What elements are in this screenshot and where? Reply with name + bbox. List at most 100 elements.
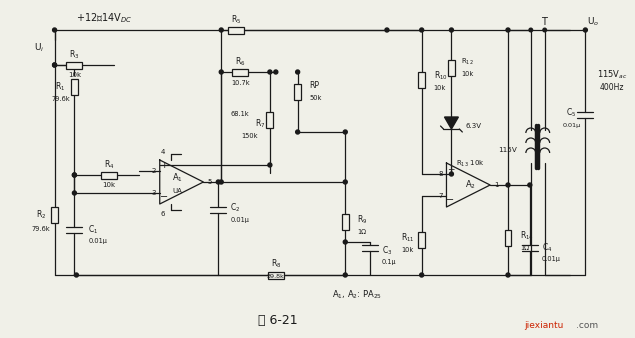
Circle shape [72, 191, 76, 195]
Bar [71, 79, 78, 95]
Circle shape [506, 273, 510, 277]
Bar [505, 230, 511, 246]
Text: A$_2$: A$_2$ [465, 179, 476, 191]
Text: UA: UA [173, 188, 182, 194]
Text: 50k: 50k [309, 95, 322, 101]
Text: .com: .com [577, 320, 598, 330]
Circle shape [268, 70, 272, 74]
Text: A$_1$, A$_2$: PA$_{25}$: A$_1$, A$_2$: PA$_{25}$ [332, 289, 382, 301]
Text: 0.01μ: 0.01μ [230, 217, 249, 223]
Text: 79.6k: 79.6k [51, 96, 70, 102]
Bar [67, 62, 83, 69]
Text: −: − [159, 192, 168, 202]
Text: 6.3V: 6.3V [465, 123, 481, 129]
Circle shape [344, 180, 347, 184]
Text: 0.01μ: 0.01μ [88, 238, 107, 244]
Circle shape [344, 273, 347, 277]
Text: 79.6k: 79.6k [31, 226, 50, 232]
Text: 图 6-21: 图 6-21 [258, 314, 298, 327]
Circle shape [274, 70, 277, 74]
Circle shape [420, 28, 424, 32]
Text: 10k: 10k [68, 72, 81, 78]
Text: +12〜14V$_{DC}$: +12〜14V$_{DC}$ [76, 11, 133, 25]
Circle shape [543, 28, 547, 32]
Text: 4: 4 [161, 149, 165, 155]
Text: R$_3$: R$_3$ [69, 49, 79, 61]
Circle shape [53, 63, 57, 67]
Circle shape [450, 172, 453, 176]
Bar [448, 60, 455, 76]
Circle shape [217, 180, 220, 184]
Bar [418, 232, 425, 248]
Text: 1: 1 [494, 182, 498, 188]
Circle shape [450, 28, 453, 32]
Text: 10k: 10k [402, 247, 414, 253]
Text: R$_9$: R$_9$ [357, 214, 368, 226]
Circle shape [506, 28, 510, 32]
Circle shape [528, 183, 531, 187]
Text: 5: 5 [207, 179, 211, 185]
Text: 0.01μ: 0.01μ [563, 122, 580, 127]
Circle shape [420, 273, 424, 277]
Text: U$_o$: U$_o$ [587, 16, 599, 28]
Text: R$_4$: R$_4$ [104, 159, 114, 171]
Bar [51, 207, 58, 223]
Polygon shape [444, 117, 458, 129]
Circle shape [529, 28, 533, 32]
Bar [267, 112, 273, 128]
Text: +: + [446, 165, 454, 173]
Bar [342, 214, 349, 230]
Circle shape [72, 173, 76, 177]
Text: 115V: 115V [498, 147, 517, 153]
Text: C$_3$: C$_3$ [382, 245, 392, 257]
Text: R$_{11}$: R$_{11}$ [401, 232, 415, 244]
Text: C$_5$: C$_5$ [566, 107, 577, 119]
Bar [101, 171, 117, 178]
Text: C$_2$: C$_2$ [230, 202, 241, 214]
Circle shape [344, 240, 347, 244]
Bar [232, 69, 248, 75]
Text: 0.1μ: 0.1μ [382, 259, 397, 265]
Text: RP: RP [309, 81, 319, 91]
Text: R$_2$: R$_2$ [36, 209, 46, 221]
Text: −: − [446, 195, 455, 205]
Text: R$_1$: R$_1$ [55, 81, 65, 93]
Bar [268, 271, 284, 279]
Circle shape [268, 163, 272, 167]
Text: 1Ω: 1Ω [357, 229, 366, 235]
Circle shape [219, 180, 224, 184]
Text: 10k: 10k [434, 85, 446, 91]
Circle shape [344, 130, 347, 134]
Text: C$_4$: C$_4$ [542, 242, 552, 254]
Text: R$_{13}$ 10k: R$_{13}$ 10k [457, 159, 485, 169]
Text: R$_7$: R$_7$ [255, 118, 265, 130]
Circle shape [53, 28, 57, 32]
Circle shape [296, 130, 300, 134]
Text: 7: 7 [438, 193, 443, 199]
Text: +: + [160, 162, 168, 170]
Text: jiexiantu: jiexiantu [524, 320, 563, 330]
Bar [228, 26, 244, 33]
Text: 10k: 10k [103, 182, 116, 188]
Text: A$_1$: A$_1$ [172, 172, 183, 184]
Bar [418, 72, 425, 88]
Circle shape [584, 28, 587, 32]
Circle shape [74, 273, 78, 277]
Text: R$_{12}$: R$_{12}$ [462, 57, 474, 67]
Text: 10.7k: 10.7k [231, 80, 250, 86]
Circle shape [296, 70, 300, 74]
Circle shape [219, 28, 224, 32]
Text: 115V$_{ac}$: 115V$_{ac}$ [598, 69, 628, 81]
Text: 68.1k: 68.1k [231, 111, 250, 117]
Circle shape [219, 70, 224, 74]
Text: 2: 2 [152, 168, 156, 174]
Text: R$_6$: R$_6$ [235, 56, 245, 68]
Circle shape [506, 183, 510, 187]
Text: R$_{14}$: R$_{14}$ [520, 230, 534, 242]
Text: C$_1$: C$_1$ [88, 224, 98, 236]
Text: 6: 6 [161, 211, 165, 217]
Circle shape [53, 63, 57, 67]
Text: 400Hz: 400Hz [599, 83, 624, 93]
Text: T: T [541, 17, 547, 27]
Text: 1Ω: 1Ω [520, 245, 529, 251]
